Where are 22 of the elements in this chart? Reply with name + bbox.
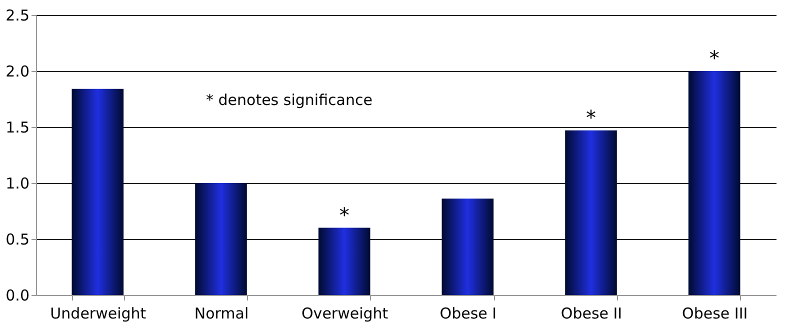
bar [195,183,247,295]
x-tick-label: Obese I [440,304,497,322]
annotation: * [586,105,596,130]
annotation: * [709,46,720,70]
bar [565,130,617,295]
x-tick-label: Normal [194,304,249,322]
y-tick-label: 1.5 [6,118,30,136]
y-tick-label: 2.0 [6,62,30,80]
x-tick-label: Obese II [560,304,622,322]
annotation: * denotes significance [206,91,372,109]
y-tick-label: 2.5 [6,6,30,24]
y-tick-label: 1.0 [6,174,30,192]
bar [318,228,370,295]
x-tick-label: Underweight [50,304,146,322]
bar [688,71,740,295]
bar [72,88,124,295]
y-tick-label: 0.5 [6,230,30,248]
x-tick-label: Obese III [682,304,748,322]
y-tick-label: 0.0 [6,286,30,304]
bar [442,198,494,295]
annotation: * [339,202,350,227]
x-tick-label: Overweight [302,304,388,322]
